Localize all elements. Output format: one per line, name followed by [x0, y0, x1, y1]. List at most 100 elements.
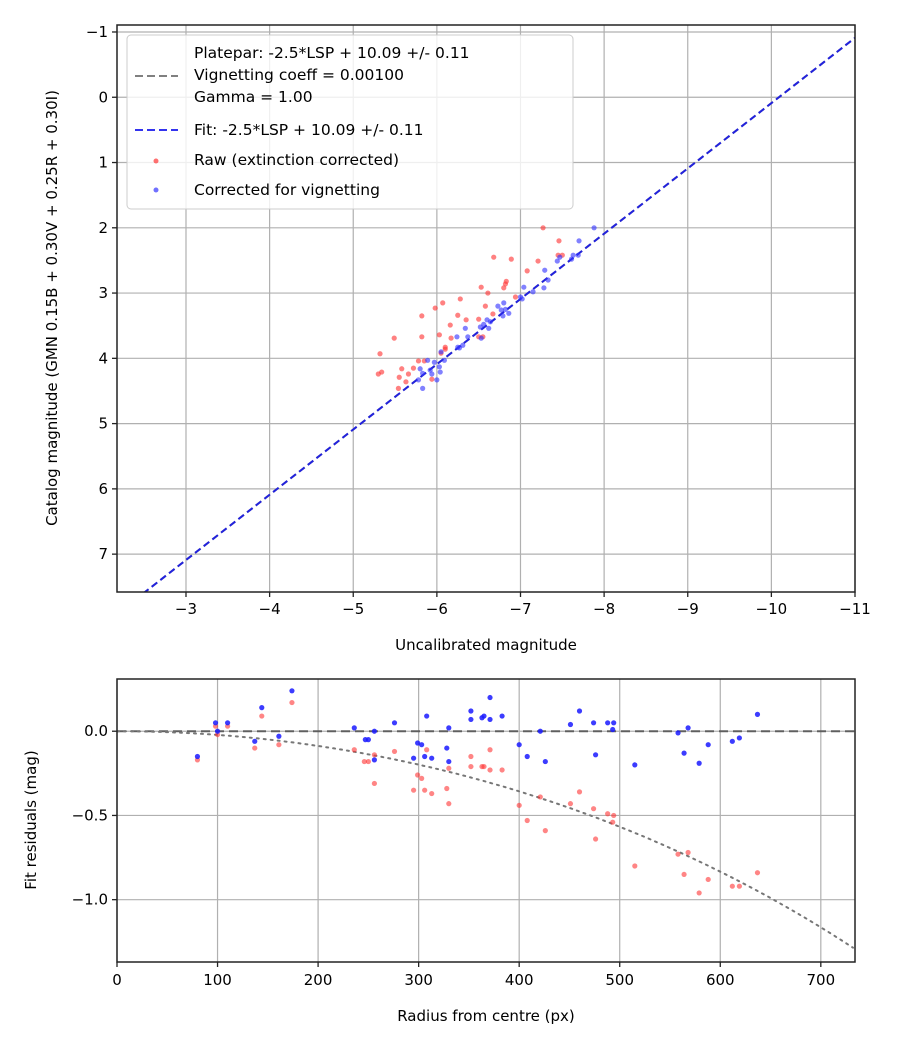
corrected-residual-point — [289, 688, 294, 693]
legend: Platepar: -2.5*LSP + 10.09 +/- 0.11 Vign… — [127, 35, 573, 209]
top-y-tick-label: 6 — [98, 480, 108, 498]
corrected-residual-point — [444, 745, 449, 750]
corrected-point — [418, 366, 423, 371]
corrected-residual-point — [538, 729, 543, 734]
raw-residual-point — [468, 754, 473, 759]
raw-residual-point — [468, 764, 473, 769]
top-y-tick-label: 5 — [98, 415, 108, 433]
corrected-residual-point — [276, 734, 281, 739]
raw-point — [429, 377, 434, 382]
corrected-point — [478, 324, 483, 329]
raw-residual-point — [605, 811, 610, 816]
corrected-residual-point — [568, 722, 573, 727]
raw-residual-point — [419, 776, 424, 781]
top-x-tick-label: −4 — [259, 600, 281, 618]
corrected-residual-point — [499, 713, 504, 718]
corrected-point — [569, 257, 574, 262]
corrected-point — [501, 300, 506, 305]
legend-platepar-label: Platepar: -2.5*LSP + 10.09 +/- 0.11 — [194, 44, 470, 62]
raw-residual-point — [487, 767, 492, 772]
raw-residual-point — [481, 764, 486, 769]
raw-residual-point — [568, 801, 573, 806]
top-x-tick-label: −7 — [509, 600, 531, 618]
corrected-residual-point — [419, 742, 424, 747]
legend-raw-label: Raw (extinction corrected) — [194, 151, 399, 169]
raw-residual-point — [366, 759, 371, 764]
corrected-point — [425, 358, 430, 363]
raw-point — [392, 335, 397, 340]
raw-residual-point — [252, 745, 257, 750]
raw-residual-point — [632, 863, 637, 868]
raw-residual-point — [429, 791, 434, 796]
raw-residual-point — [444, 786, 449, 791]
raw-point — [479, 285, 484, 290]
corrected-point — [521, 285, 526, 290]
top-y-tick-label: 1 — [98, 154, 108, 172]
bottom-y-tick-label: 0.0 — [84, 722, 108, 740]
corrected-point — [591, 225, 596, 230]
raw-residual-point — [538, 794, 543, 799]
corrected-point — [420, 386, 425, 391]
corrected-point — [488, 319, 493, 324]
corrected-residual-point — [411, 756, 416, 761]
corrected-point — [541, 285, 546, 290]
raw-point — [458, 296, 463, 301]
legend-raw-marker-icon — [154, 159, 159, 164]
raw-point — [476, 317, 481, 322]
raw-point — [379, 369, 384, 374]
corrected-point — [479, 335, 484, 340]
corrected-point — [520, 296, 525, 301]
raw-residual-point — [517, 803, 522, 808]
corrected-residual-point — [446, 759, 451, 764]
raw-point — [483, 304, 488, 309]
corrected-residual-point — [372, 729, 377, 734]
corrected-point — [555, 258, 560, 263]
corrected-residual-point — [605, 720, 610, 725]
bottom-x-tick-label: 700 — [806, 971, 835, 989]
raw-residual-point — [611, 813, 616, 818]
raw-point — [396, 386, 401, 391]
top-x-tick-label: −6 — [426, 600, 448, 618]
corrected-residual-point — [611, 720, 616, 725]
corrected-residual-point — [481, 713, 486, 718]
bottom-x-tick-label: 100 — [203, 971, 232, 989]
raw-residual-point — [525, 818, 530, 823]
raw-point — [399, 366, 404, 371]
raw-residual-point — [372, 752, 377, 757]
legend-fit-label: Fit: -2.5*LSP + 10.09 +/- 0.11 — [194, 121, 424, 139]
top-x-tick-label: −5 — [342, 600, 364, 618]
legend-corrected-marker-icon — [154, 188, 159, 193]
raw-residual-point — [392, 749, 397, 754]
corrected-residual-point — [366, 737, 371, 742]
bottom-y-axis-label: Fit residuals (mag) — [22, 750, 40, 889]
raw-point — [419, 313, 424, 318]
corrected-residual-point — [593, 752, 598, 757]
corrected-residual-point — [422, 754, 427, 759]
corrected-point — [499, 307, 504, 312]
raw-point — [535, 258, 540, 263]
raw-point — [540, 225, 545, 230]
raw-residual-point — [276, 742, 281, 747]
raw-residual-point — [422, 788, 427, 793]
bottom-x-tick-label: 500 — [605, 971, 634, 989]
corrected-point — [576, 238, 581, 243]
corrected-residual-point — [610, 727, 615, 732]
raw-point — [525, 268, 530, 273]
corrected-residual-point — [468, 717, 473, 722]
corrected-residual-point — [424, 713, 429, 718]
top-x-axis-label: Uncalibrated magnitude — [395, 636, 577, 654]
raw-point — [448, 322, 453, 327]
corrected-residual-point — [685, 725, 690, 730]
corrected-point — [428, 367, 433, 372]
corrected-point — [437, 364, 442, 369]
top-x-tick-label: −9 — [677, 600, 699, 618]
corrected-residual-point — [525, 754, 530, 759]
raw-point — [416, 358, 421, 363]
raw-point — [490, 311, 495, 316]
corrected-residual-point — [215, 729, 220, 734]
raw-point — [437, 332, 442, 337]
raw-residual-point — [685, 850, 690, 855]
corrected-point — [506, 311, 511, 316]
raw-residual-point — [499, 767, 504, 772]
corrected-residual-point — [517, 742, 522, 747]
